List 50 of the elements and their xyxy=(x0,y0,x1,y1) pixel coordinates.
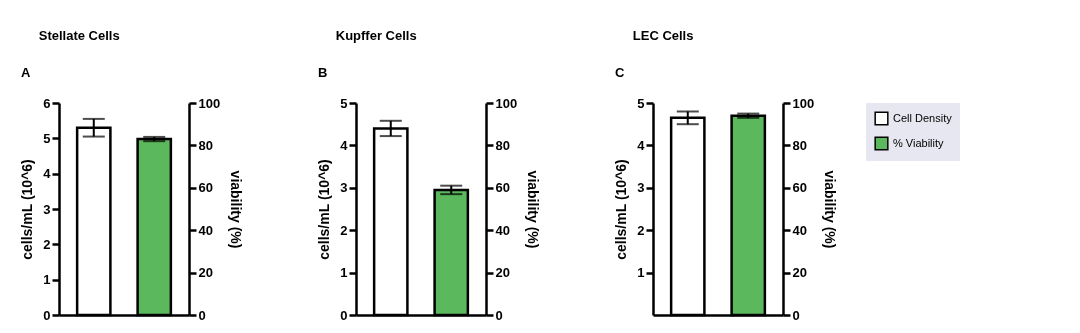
y-tick-label: 2 xyxy=(43,236,51,252)
y-axis-title: cells/mL (10^6) xyxy=(613,159,630,260)
y-tick-label: 1 xyxy=(637,265,645,281)
y-tick-label: 0 xyxy=(340,307,348,323)
y-tick-label: 4 xyxy=(637,137,646,153)
y-tick-label: 5 xyxy=(43,130,51,146)
text: C xyxy=(615,65,625,80)
y2-tick-label: 20 xyxy=(198,265,213,281)
y2-tick-label: 100 xyxy=(198,95,221,111)
legend-label: % Viability xyxy=(893,136,945,149)
y-axis-title: cells/mL (10^6) xyxy=(19,159,36,260)
y-tick-label: 6 xyxy=(43,95,51,111)
y-tick-label: 2 xyxy=(637,222,645,238)
y-axis-title: cells/mL (10^6) xyxy=(316,159,333,260)
y-tick-label: 4 xyxy=(43,166,52,182)
y2-tick-label: 80 xyxy=(495,137,510,153)
y2-tick-label: 100 xyxy=(495,95,518,111)
y2-tick-label: 0 xyxy=(198,307,206,323)
y2-axis-title: viability (%) xyxy=(228,170,245,249)
y2-axis-title: viability (%) xyxy=(822,170,839,249)
y2-tick-label: 60 xyxy=(198,180,213,196)
y2-tick-label: 60 xyxy=(792,180,807,196)
y-tick-label: 4 xyxy=(340,137,349,153)
y2-tick-label: 40 xyxy=(198,222,213,238)
text: B xyxy=(318,65,328,80)
y2-axis-title: viability (%) xyxy=(525,170,542,249)
y2-tick-label: 100 xyxy=(792,95,815,111)
y2-tick-label: 60 xyxy=(495,180,510,196)
y2-tick-label: 0 xyxy=(792,307,800,323)
y-tick-label: 5 xyxy=(340,95,348,111)
legend-label: Cell Density xyxy=(893,111,953,124)
chart-title: Stellate Cells xyxy=(38,28,120,43)
y-tick-label: 0 xyxy=(43,307,51,323)
y2-tick-label: 40 xyxy=(495,222,510,238)
chart-title: LEC Cells xyxy=(632,28,694,43)
y2-tick-label: 0 xyxy=(495,307,503,323)
y-tick-label: 3 xyxy=(43,201,51,217)
y2-tick-label: 40 xyxy=(792,222,807,238)
y2-tick-label: 20 xyxy=(792,265,807,281)
y-tick-label: 3 xyxy=(340,180,348,196)
y2-tick-label: 80 xyxy=(792,137,807,153)
y2-tick-label: 80 xyxy=(198,137,213,153)
y2-tick-label: 20 xyxy=(495,265,510,281)
y-tick-label: 1 xyxy=(340,265,348,281)
y-tick-label: 3 xyxy=(637,180,645,196)
chart-title: Kupffer Cells xyxy=(335,28,417,43)
y-tick-label: 1 xyxy=(43,272,51,288)
y-tick-label: 2 xyxy=(340,222,348,238)
y-tick-label: 5 xyxy=(637,95,645,111)
text: A xyxy=(21,65,31,80)
